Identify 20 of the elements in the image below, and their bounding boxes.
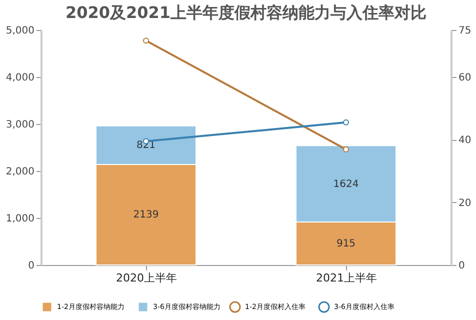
y-tick-label: 4,000 xyxy=(6,72,34,84)
x-tick-label: 2021上半年 xyxy=(316,272,377,284)
y2-tick-label: 40 xyxy=(458,135,472,146)
y2-tick-label: 75 xyxy=(458,26,472,36)
point xyxy=(343,119,349,126)
y-tick-label: 0 xyxy=(28,260,34,272)
data-label: 1624 xyxy=(333,178,359,190)
y-tick-label: 5,000 xyxy=(6,26,34,36)
data-label: 915 xyxy=(336,238,356,250)
data-label: 2139 xyxy=(133,210,159,221)
x-tick-label: 2020上半年 xyxy=(116,272,177,284)
y-tick-label: 2,000 xyxy=(6,166,34,178)
point xyxy=(343,146,349,152)
chart-title: 2020及2021上半年度假村容纳能力与入住率对比 xyxy=(65,3,427,22)
y2-tick-label: 60 xyxy=(458,72,472,84)
y-tick-label: 3,000 xyxy=(6,120,34,130)
point xyxy=(143,38,149,44)
y-tick-label: 1,000 xyxy=(6,214,34,224)
y2-tick-label: 0 xyxy=(458,260,465,272)
y2-tick-label: 20 xyxy=(458,198,472,209)
